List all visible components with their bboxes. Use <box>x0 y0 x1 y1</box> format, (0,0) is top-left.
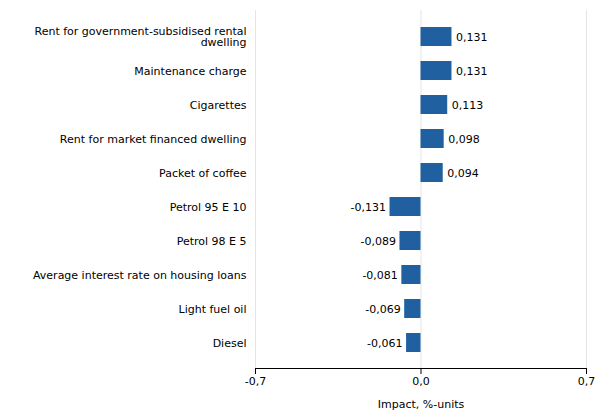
svg-text:Rent for government-subsidised: Rent for government-subsidised rentaldwe… <box>35 25 247 49</box>
svg-text:Impact, %-units: Impact, %-units <box>378 398 465 411</box>
svg-text:-0,7: -0,7 <box>245 375 266 388</box>
svg-text:Maintenance charge: Maintenance charge <box>134 65 246 78</box>
svg-text:-0,069: -0,069 <box>365 303 400 316</box>
svg-text:0,131: 0,131 <box>456 65 488 78</box>
svg-text:-0,081: -0,081 <box>362 269 397 282</box>
svg-text:Light fuel oil: Light fuel oil <box>179 303 247 316</box>
svg-text:-0,131: -0,131 <box>351 201 386 214</box>
svg-text:-0,089: -0,089 <box>360 235 395 248</box>
svg-text:Petrol 98 E 5: Petrol 98 E 5 <box>177 235 247 248</box>
svg-text:0,098: 0,098 <box>448 133 480 146</box>
svg-text:0,094: 0,094 <box>447 167 479 180</box>
svg-text:0,131: 0,131 <box>456 31 488 44</box>
svg-text:0,113: 0,113 <box>452 99 484 112</box>
svg-text:Cigarettes: Cigarettes <box>190 99 247 112</box>
svg-text:Packet of coffee: Packet of coffee <box>159 167 247 180</box>
svg-text:Diesel: Diesel <box>213 337 247 350</box>
svg-text:-0,061: -0,061 <box>367 337 402 350</box>
svg-text:Average interest rate on housi: Average interest rate on housing loans <box>33 269 247 282</box>
svg-text:0,7: 0,7 <box>578 375 596 388</box>
svg-text:Rent for market financed dwell: Rent for market financed dwelling <box>60 133 247 146</box>
svg-text:Petrol 95 E 10: Petrol 95 E 10 <box>170 201 247 214</box>
svg-text:0,0: 0,0 <box>412 375 430 388</box>
